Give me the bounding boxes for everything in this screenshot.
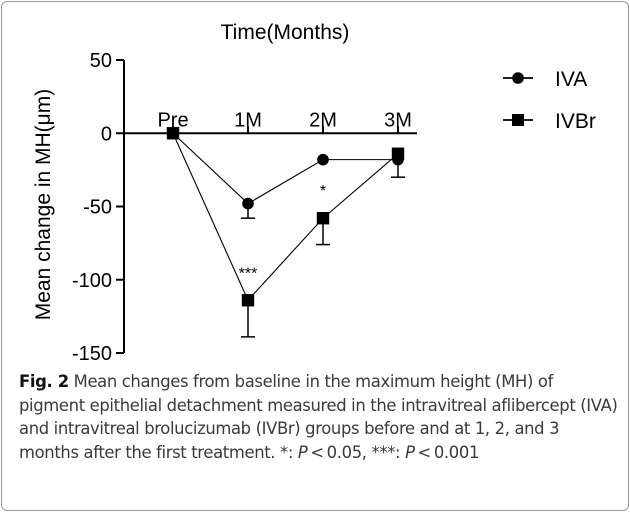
series-line-ivbr bbox=[172, 133, 399, 302]
x-tick-label: Pre bbox=[157, 109, 188, 131]
figure-label: Fig. 2 bbox=[19, 372, 69, 391]
y-tick-label: 0 bbox=[101, 123, 112, 145]
significance-label: * bbox=[320, 183, 326, 200]
x-tick-label: 1M bbox=[234, 109, 262, 131]
caption-text: Mean changes from baseline in the maximu… bbox=[19, 372, 618, 462]
data-point-iva bbox=[317, 153, 329, 166]
y-axis-label: Mean change in MH(μm) bbox=[32, 89, 55, 321]
data-point-iva bbox=[242, 197, 254, 210]
series-line-iva bbox=[172, 132, 398, 205]
data-point-ivbr bbox=[391, 147, 405, 160]
legend-label-ivbr: IVBr bbox=[555, 110, 596, 133]
caption-p-value-1: P bbox=[297, 442, 308, 462]
chart-title: Time(Months) bbox=[221, 21, 350, 44]
legend-marker-ivbr bbox=[512, 114, 524, 126]
line-chart: Time(Months) 50 0 -50 -100 -150 Mean change in… bbox=[32, 21, 596, 364]
data-point-ivbr bbox=[241, 294, 255, 307]
legend-marker-iva bbox=[512, 72, 524, 84]
y-tick-label: -150 bbox=[72, 343, 112, 364]
caption-text-2: < 0.05, ***: bbox=[307, 442, 406, 462]
caption-p-value-2: P bbox=[405, 442, 415, 462]
y-tick-label: 50 bbox=[90, 50, 112, 72]
significance-label: *** bbox=[239, 265, 258, 282]
data-point-ivbr bbox=[166, 127, 180, 140]
figure-caption: Fig. 2 Mean changes from baseline in the… bbox=[19, 370, 619, 464]
y-tick-label: -100 bbox=[72, 270, 112, 292]
y-tick-label: -50 bbox=[83, 197, 112, 219]
caption-text-3: < 0.001 bbox=[414, 442, 480, 462]
x-tick-label: 2M bbox=[309, 109, 337, 131]
data-point-ivbr bbox=[316, 212, 330, 225]
x-tick-label: 3M bbox=[384, 109, 412, 131]
legend-label-iva: IVA bbox=[555, 68, 587, 91]
